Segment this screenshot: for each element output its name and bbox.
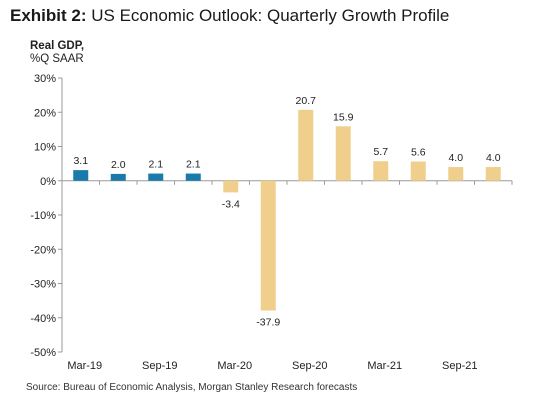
x-tick-label: Mar-21: [367, 360, 402, 372]
y-axis-label-line1: Real GDP,: [30, 40, 85, 52]
data-label-dec-19: 2.1: [186, 159, 201, 171]
data-label-mar-21: 5.7: [373, 146, 388, 158]
x-tick-label: Mar-20: [217, 360, 252, 372]
x-tick-label: Sep-21: [442, 360, 477, 372]
title-text: US Economic Outlook: Quarterly Growth Pr…: [91, 6, 450, 25]
data-label-jun-21: 5.6: [411, 147, 426, 159]
data-label-sep-20: 20.7: [296, 95, 317, 107]
source-note: Source: Bureau of Economic Analysis, Mor…: [26, 382, 358, 393]
x-tick-label: Sep-19: [142, 360, 177, 372]
y-tick-label: 10%: [34, 142, 56, 154]
exhibit-label: Exhibit 2:: [10, 6, 87, 25]
chart-title: Exhibit 2: US Economic Outlook: Quarterl…: [10, 6, 449, 26]
x-axis-ticks: Mar-19 Sep-19 Mar-20 Sep-20 Mar-21 Sep-21: [61, 180, 513, 372]
bar-sep-21: [448, 167, 464, 181]
bar-sep-19: [148, 173, 164, 181]
bar-mar-19: [73, 170, 89, 181]
y-axis-ticks: 30% 20% 10% 0% -10% -20% -30% -40% -50%: [30, 73, 62, 359]
bar-sep-20: [298, 109, 314, 181]
data-labels: 3.1 2.0 2.1 2.1 -3.4 -37.9 20.7 15.9 5.7 5.6 4.0 4.…: [73, 95, 500, 329]
data-label-dec-20: 15.9: [333, 111, 354, 123]
bar-jun-20: [260, 180, 276, 311]
y-axis-label: Real GDP, %Q SAAR: [30, 40, 84, 66]
bar-mar-20: [223, 180, 239, 193]
data-label-sep-19: 2.1: [148, 159, 163, 171]
bar-dec-20: [335, 126, 351, 181]
bar-dec-19: [185, 173, 201, 181]
y-tick-label: -50%: [30, 347, 56, 359]
bar-jun-21: [410, 161, 426, 181]
y-tick-label: -40%: [30, 313, 56, 325]
y-tick-label: 30%: [34, 73, 56, 85]
bars: [73, 109, 501, 311]
y-axis-label-line2: %Q SAAR: [30, 53, 84, 65]
y-tick-label: 0%: [40, 176, 56, 188]
y-tick-label: 20%: [34, 107, 56, 119]
data-label-dec-21: 4.0: [486, 152, 501, 164]
y-tick-label: -10%: [30, 210, 56, 222]
y-tick-label: -30%: [30, 279, 56, 291]
data-label-sep-21: 4.0: [448, 152, 463, 164]
data-label-mar-19: 3.1: [73, 155, 88, 167]
x-tick-label: Sep-20: [292, 360, 327, 372]
data-label-mar-20: -3.4: [222, 198, 240, 210]
x-tick-label: Mar-19: [67, 360, 102, 372]
data-label-jun-20: -37.9: [256, 317, 280, 329]
y-tick-label: -20%: [30, 244, 56, 256]
bar-mar-21: [373, 161, 389, 181]
bar-jun-19: [110, 173, 126, 181]
bar-dec-21: [485, 167, 501, 181]
data-label-jun-19: 2.0: [111, 159, 126, 171]
